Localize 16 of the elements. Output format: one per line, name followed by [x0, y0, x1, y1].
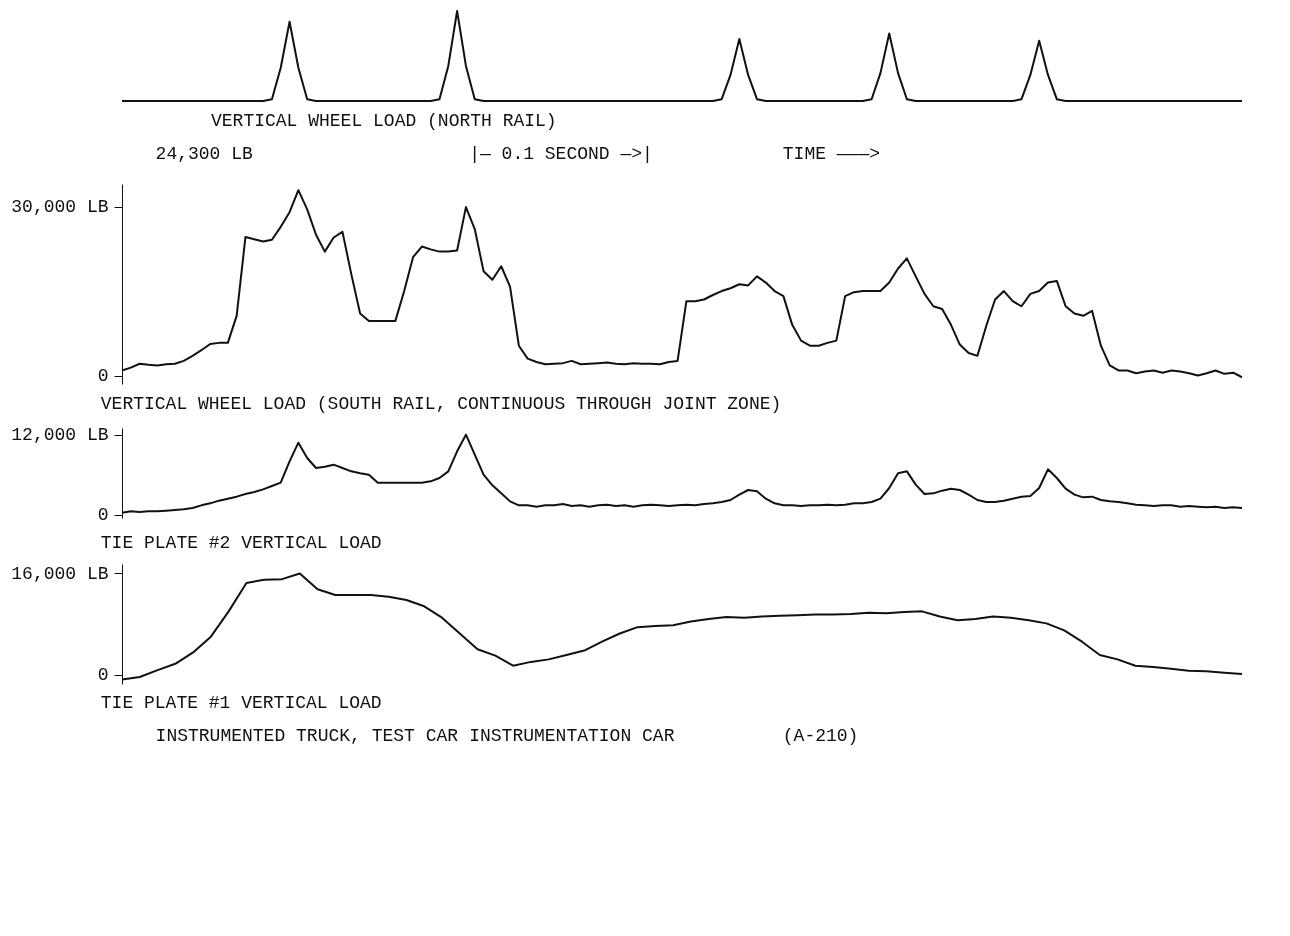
text: INSTRUMENTATION CAR [469, 726, 675, 746]
y-tick-label: 16,000 LB [11, 563, 109, 584]
y-tick-label: 30,000 LB [11, 197, 109, 218]
text: VERTICAL WHEEL LOAD (SOUTH RAIL, CONTINUOUS THROUGH JOINT ZONE) [100, 393, 782, 414]
text: (A-210) [782, 726, 859, 746]
text: INSTRUMENTED TRUCK, TEST CAR [155, 726, 459, 746]
text: TIME ———> [782, 144, 881, 164]
text: VERTICAL WHEEL LOAD (NORTH RAIL) [211, 111, 557, 131]
y-tick-label: 0 [97, 366, 109, 387]
y-tick-label: 12,000 LB [11, 425, 109, 446]
y-tick-label: 0 [97, 665, 109, 686]
text: |— 0.1 SECOND —>| [469, 144, 653, 164]
text: 24,300 LB [155, 144, 254, 164]
y-tick-label: 0 [97, 505, 109, 526]
text: TIE PLATE #1 VERTICAL LOAD [100, 693, 382, 713]
text: TIE PLATE #2 VERTICAL LOAD [100, 532, 382, 553]
